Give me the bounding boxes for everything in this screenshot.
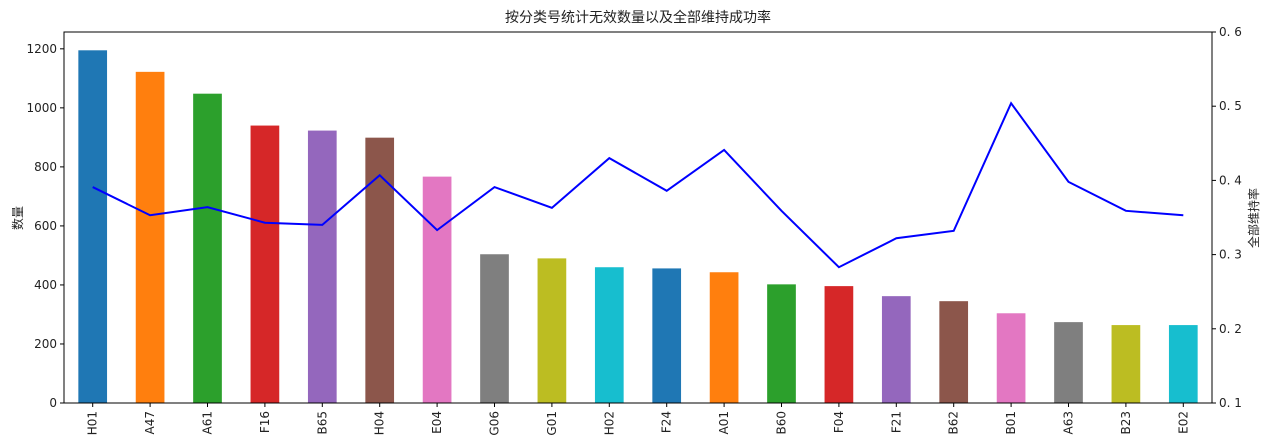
x-tick-label: H04	[373, 411, 387, 435]
bar-B62	[939, 301, 969, 403]
rate-line	[92, 101, 1184, 269]
x-tick-label: B62	[947, 411, 961, 435]
y2-tick-label: 0. 4	[1219, 173, 1242, 187]
bar-E04	[422, 176, 452, 403]
bar-B01	[996, 313, 1026, 403]
x-tick-label: A01	[717, 411, 731, 434]
bar-H04	[365, 137, 395, 403]
bar-A01	[709, 272, 739, 403]
bar-A47	[135, 71, 165, 403]
y2-tick-label: 0. 6	[1219, 25, 1242, 39]
y-tick-label: 800	[34, 160, 57, 174]
bar-B23	[1111, 325, 1141, 403]
bar-G06	[480, 254, 509, 403]
x-tick-label: B23	[1119, 411, 1133, 435]
x-tick-label: A61	[201, 411, 215, 434]
bar-E02	[1168, 325, 1198, 403]
x-tick-label: G06	[488, 411, 502, 436]
y-tick-label: 600	[34, 219, 57, 233]
x-tick-label: H02	[602, 411, 616, 435]
y2-tick-label: 0. 1	[1219, 396, 1242, 410]
x-tick-label: B60	[775, 411, 789, 435]
bar-G01	[537, 258, 567, 403]
y2-tick-label: 0. 2	[1219, 322, 1242, 336]
bar-A63	[1054, 322, 1083, 403]
plot-frame	[63, 31, 1213, 404]
y2-tick-label: 0. 5	[1219, 99, 1242, 113]
x-tick-label: A63	[1062, 411, 1076, 434]
y-tick-label: 200	[34, 337, 57, 351]
x-tick-label: G01	[545, 411, 559, 436]
bar-H01	[78, 50, 108, 403]
bar-F16	[250, 125, 280, 404]
x-tick-label: F04	[832, 411, 846, 433]
x-tick-label: F21	[889, 411, 903, 433]
x-tick-label: E02	[1176, 411, 1190, 434]
x-tick-label: F16	[258, 411, 272, 433]
bar-B60	[767, 284, 796, 403]
y2-axis-label: 全部维持率	[1246, 188, 1261, 248]
x-tick-label: E04	[430, 411, 444, 434]
bar-H02	[594, 267, 624, 403]
x-tick-label: H01	[86, 411, 100, 435]
y-tick-label: 400	[34, 278, 57, 292]
bar-B65	[307, 130, 337, 403]
y-tick-label: 1000	[26, 101, 57, 115]
x-tick-label: A47	[143, 411, 157, 434]
bar-F04	[824, 286, 854, 403]
x-tick-label: B01	[1004, 411, 1018, 435]
x-tick-label: B65	[315, 411, 329, 435]
x-tick-label: F24	[660, 411, 674, 433]
y-axis-label: 数量	[10, 206, 25, 230]
bar-F24	[652, 268, 682, 403]
bar-A61	[193, 93, 222, 403]
y-tick-label: 1200	[26, 42, 57, 56]
chart-title: 按分类号统计无效数量以及全部维持成功率	[505, 9, 771, 26]
bar-F21	[881, 296, 911, 403]
y-tick-label: 0	[49, 396, 57, 410]
y2-tick-label: 0. 3	[1219, 248, 1242, 262]
